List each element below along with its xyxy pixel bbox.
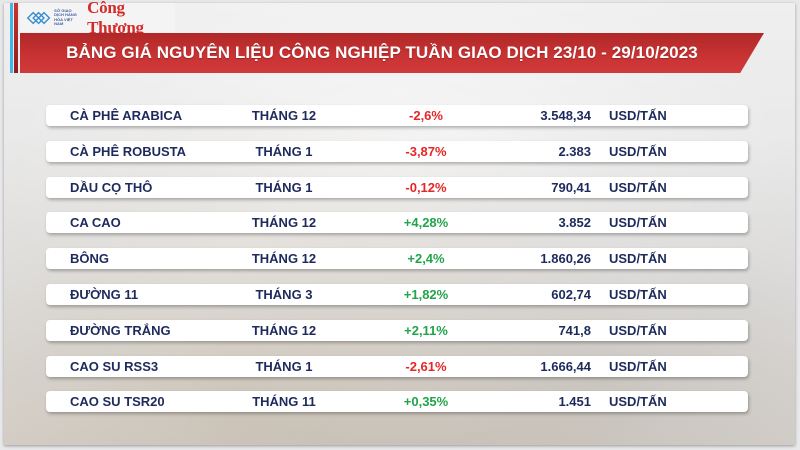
commodity-name: CÀ PHÊ ARABICA bbox=[70, 108, 183, 123]
contract-month: THÁNG 3 bbox=[255, 286, 313, 302]
price-value: 741,8 bbox=[558, 322, 591, 338]
table-row: CÀ PHÊ ARABICA THÁNG 12 -2,6% 3.548,34 U… bbox=[46, 105, 748, 126]
price-unit: USD/TẤN bbox=[609, 143, 667, 159]
table-row: BÔNG THÁNG 12 +2,4% 1.860,26 USD/TẤN bbox=[46, 248, 748, 270]
commodity-name: ĐƯỜNG TRẮNG bbox=[70, 322, 171, 338]
price-unit: USD/TẤN bbox=[609, 251, 667, 267]
mxv-logo-icon bbox=[26, 11, 51, 24]
table-row: DẦU CỌ THÔ THÁNG 1 -0,12% 790,41 USD/TẤN bbox=[46, 176, 748, 198]
table-row: CAO SU RSS3 THÁNG 1 -2,61% 1.666,44 USD/… bbox=[46, 355, 748, 377]
contract-month: THÁNG 12 bbox=[251, 251, 317, 267]
price-change: -3,87% bbox=[405, 143, 447, 159]
accent-stripe-blue bbox=[10, 3, 13, 73]
price-change: +2,4% bbox=[407, 251, 445, 267]
price-unit: USD/TẤN bbox=[609, 215, 667, 231]
contract-month: THÁNG 11 bbox=[252, 394, 316, 410]
commodity-name: ĐƯỜNG 11 bbox=[70, 286, 139, 302]
table-row: CÀ PHÊ ROBUSTA THÁNG 1 -3,87% 2.383 USD/… bbox=[46, 140, 748, 162]
price-change: -0,12% bbox=[405, 179, 447, 195]
table-row: ĐƯỜNG TRẮNG THÁNG 12 +2,11% 741,8 USD/TẤ… bbox=[46, 319, 748, 341]
price-value: 3.852 bbox=[558, 215, 591, 231]
title-banner: BẢNG GIÁ NGUYÊN LIỆU CÔNG NGHIỆP TUẦN GI… bbox=[20, 33, 764, 73]
commodity-name: CAO SU RSS3 bbox=[70, 358, 159, 374]
price-value: 3.548,34 bbox=[540, 108, 591, 123]
contract-month: THÁNG 12 bbox=[251, 108, 317, 123]
publication-logo: Công Thương bbox=[87, 0, 144, 37]
price-unit: USD/TẤN bbox=[609, 286, 667, 302]
price-change: +1,82% bbox=[403, 286, 449, 302]
commodity-name: CÀ PHÊ ROBUSTA bbox=[70, 143, 187, 159]
price-value: 2.383 bbox=[558, 143, 591, 159]
price-table: CÀ PHÊ ARABICA THÁNG 12 -2,6% 3.548,34 U… bbox=[46, 105, 748, 427]
price-value: 1.451 bbox=[558, 394, 591, 410]
price-unit: USD/TẤN bbox=[609, 108, 667, 123]
contract-month: THÁNG 12 bbox=[251, 322, 317, 338]
contract-month: THÁNG 1 bbox=[255, 358, 313, 374]
table-row: CAO SU TSR20 THÁNG 11 +0,35% 1.451 USD/T… bbox=[46, 391, 748, 413]
price-change: -2,6% bbox=[409, 108, 443, 123]
price-change: +2,11% bbox=[404, 322, 448, 338]
price-unit: USD/TẤN bbox=[609, 322, 667, 338]
contract-month: THÁNG 1 bbox=[255, 143, 313, 159]
contract-month: THÁNG 12 bbox=[251, 215, 317, 231]
commodity-name: CAO SU TSR20 bbox=[70, 394, 165, 410]
price-change: +0,35% bbox=[403, 394, 449, 410]
commodity-name: DẦU CỌ THÔ bbox=[70, 179, 153, 195]
contract-month: THÁNG 1 bbox=[255, 179, 313, 195]
price-value: 1.860,26 bbox=[540, 251, 591, 267]
price-unit: USD/TẤN bbox=[609, 394, 667, 410]
accent-stripe-red bbox=[14, 3, 18, 73]
price-value: 602,74 bbox=[551, 286, 591, 302]
price-change: +4,28% bbox=[403, 215, 449, 231]
table-row: ĐƯỜNG 11 THÁNG 3 +1,82% 602,74 USD/TẤN bbox=[46, 283, 748, 305]
price-value: 1.666,44 bbox=[540, 358, 591, 374]
price-change: -2,61% bbox=[405, 358, 447, 374]
commodity-name: BÔNG bbox=[70, 251, 109, 267]
page-title: BẢNG GIÁ NGUYÊN LIỆU CÔNG NGHIỆP TUẦN GI… bbox=[66, 43, 698, 62]
price-unit: USD/TẤN bbox=[609, 179, 667, 195]
mxv-logo-text: SỞ GIAO DỊCH HÀNG HÓA VIỆT NAM bbox=[54, 7, 77, 26]
price-unit: USD/TẤN bbox=[609, 358, 667, 374]
logo-bar: SỞ GIAO DỊCH HÀNG HÓA VIỆT NAM Công Thươ… bbox=[20, 0, 175, 37]
table-row: CA CAO THÁNG 12 +4,28% 3.852 USD/TẤN bbox=[46, 212, 748, 234]
commodity-name: CA CAO bbox=[70, 215, 121, 231]
price-value: 790,41 bbox=[551, 179, 591, 195]
